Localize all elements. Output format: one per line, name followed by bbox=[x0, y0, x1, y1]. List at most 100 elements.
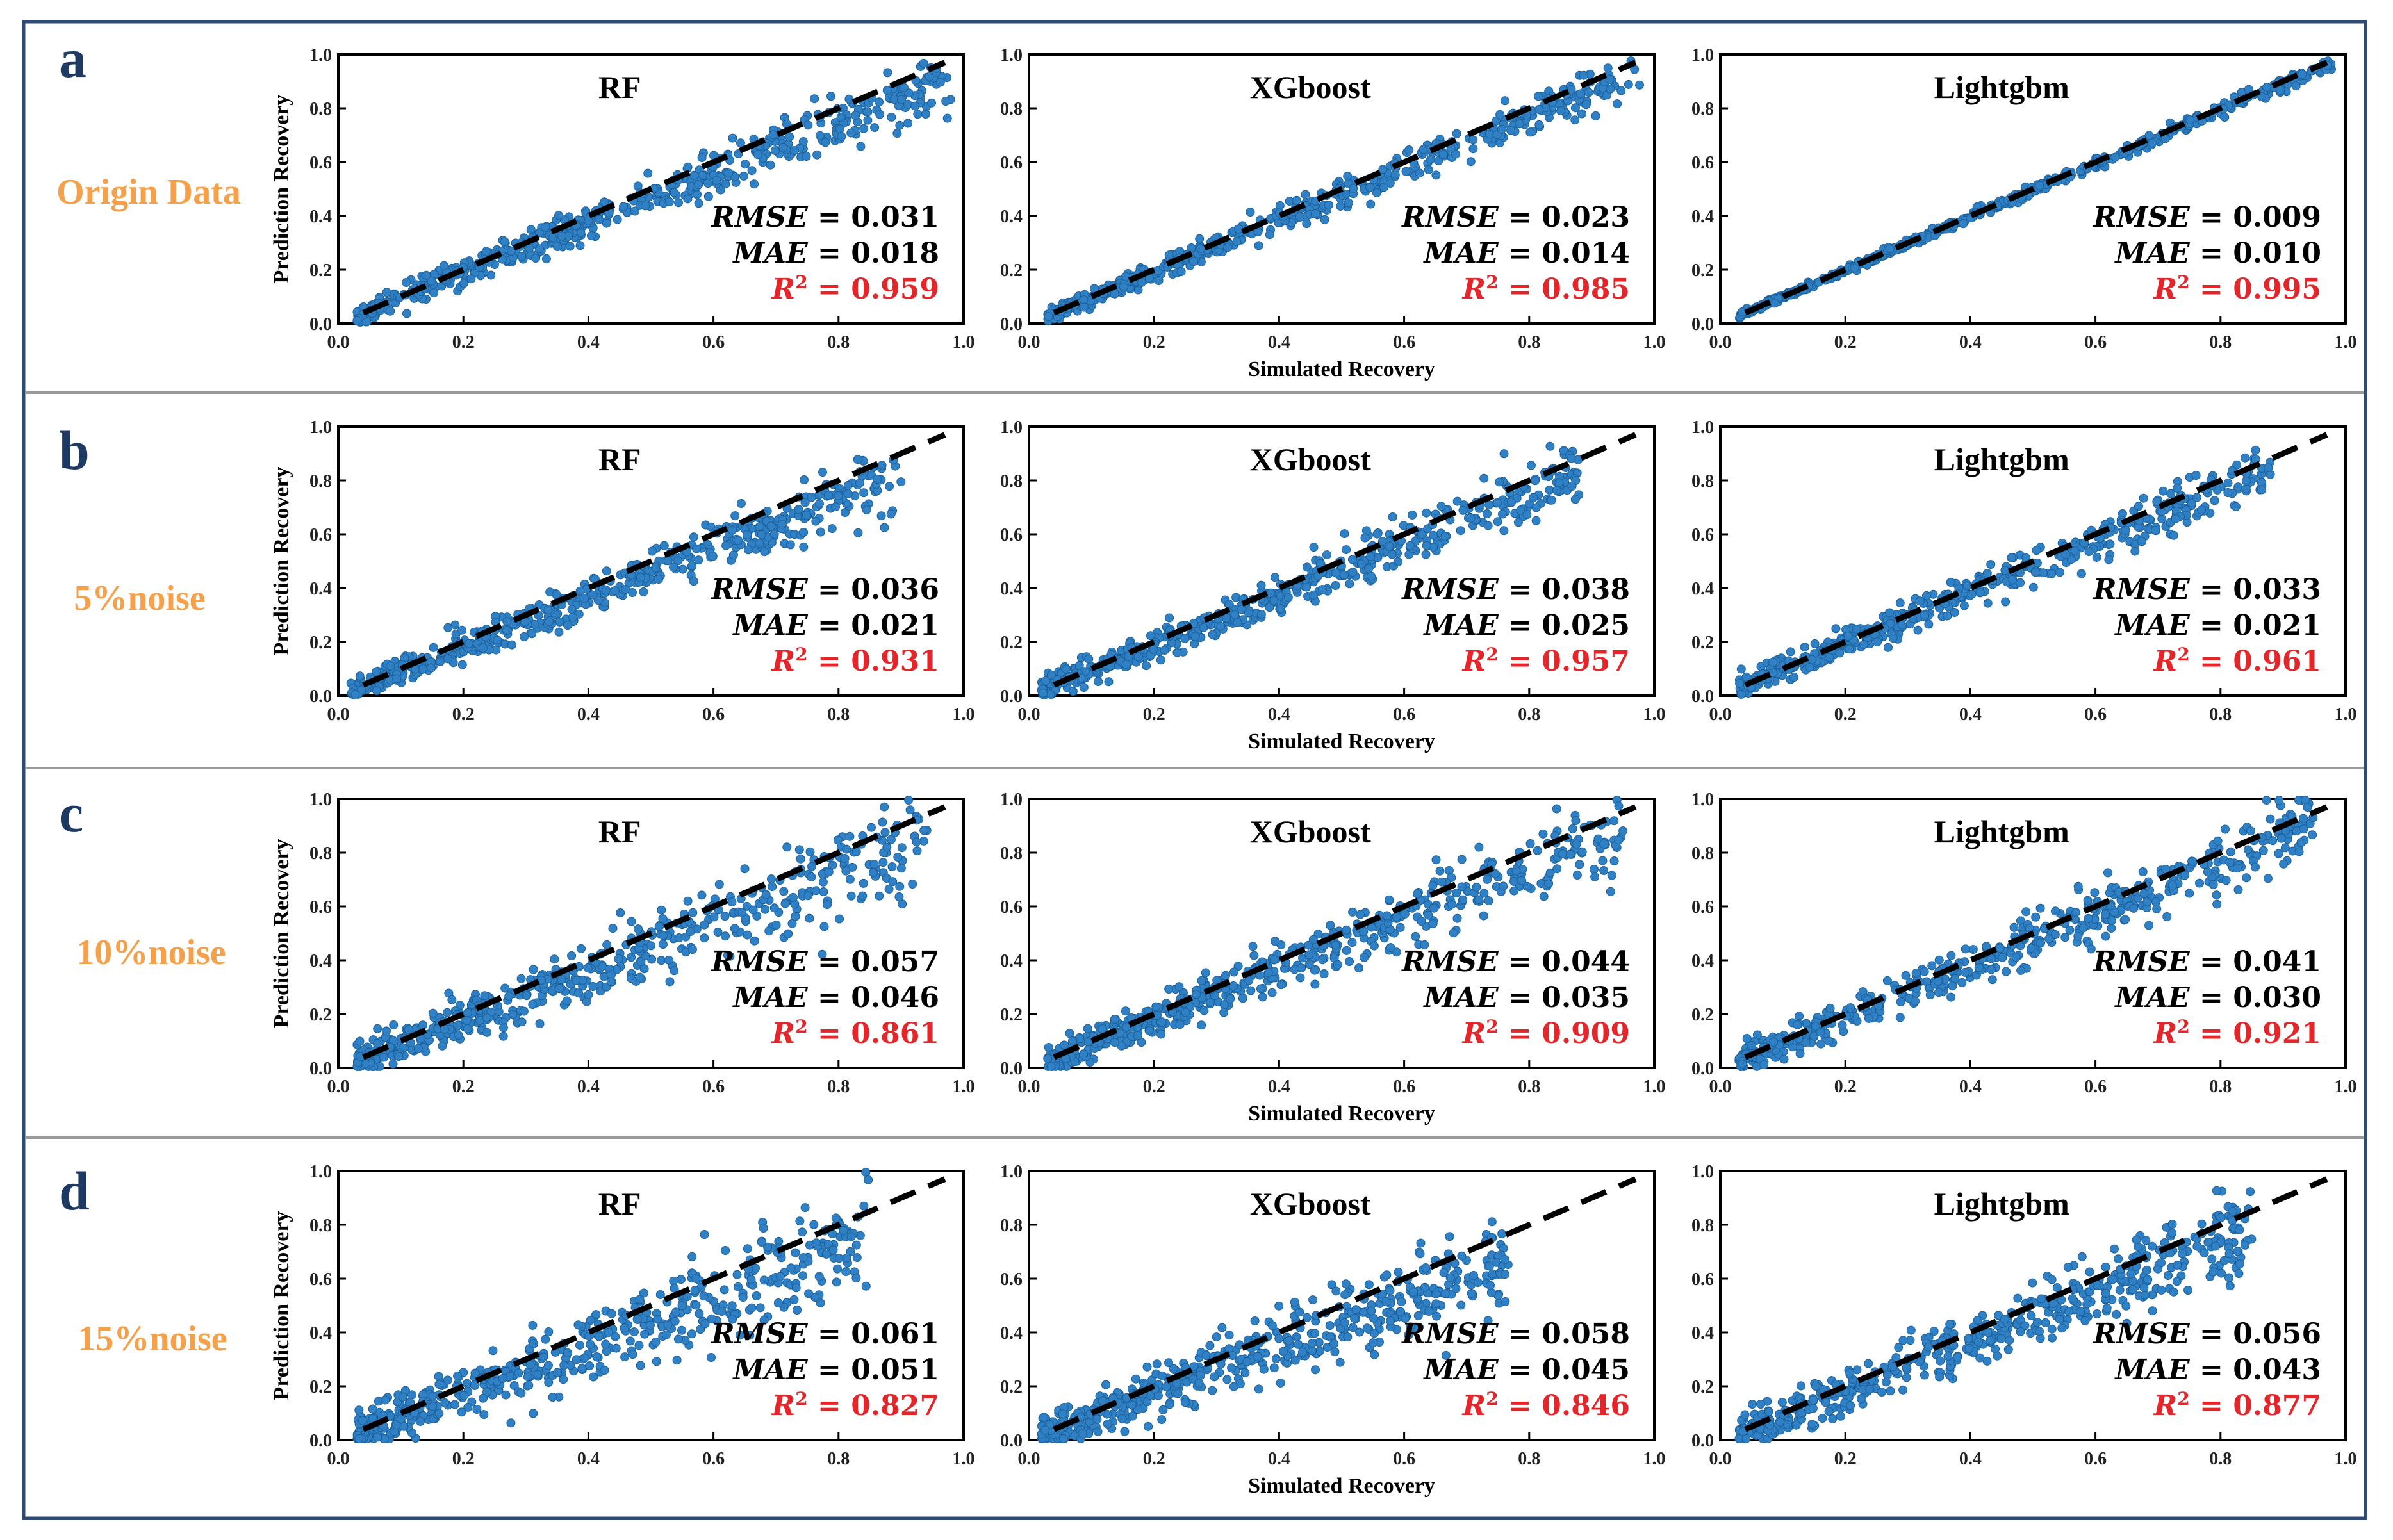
panel-1-xgboost-point-248 bbox=[1404, 145, 1414, 154]
panel-1-rf-point-464 bbox=[785, 132, 794, 142]
panel-2-lightgbm-point-380 bbox=[2016, 578, 2025, 587]
panel-2-rf-point-466 bbox=[733, 536, 743, 545]
panel-2-rf-point-136 bbox=[886, 509, 896, 519]
panel-2-lightgbm-point-489 bbox=[2000, 566, 2010, 575]
panel-3-lightgbm-point-512 bbox=[2299, 824, 2308, 834]
panel-3-rf-point-67 bbox=[688, 908, 698, 917]
panel-3-rf-point-436 bbox=[771, 921, 781, 930]
panel-3-xgboost-xtick-label-0: 0.0 bbox=[1018, 1077, 1040, 1097]
panel-1-xgboost-xtick-label-0: 0.0 bbox=[1018, 332, 1040, 352]
panel-3-rf-point-279 bbox=[897, 843, 907, 853]
panel-3-lightgbm-point-496 bbox=[1987, 965, 1996, 974]
panel-3-xgboost-point-294 bbox=[1417, 917, 1426, 926]
panel-1-xgboost-point-513 bbox=[1295, 212, 1304, 222]
panel-3-lightgbm-xtick-label-2: 0.4 bbox=[1959, 1077, 1982, 1097]
panel-1-rf-rmse: RMSE = 0.031 bbox=[710, 201, 939, 234]
panel-3-lightgbm-point-315 bbox=[1957, 978, 1967, 987]
panel-1-rf-point-309 bbox=[736, 138, 745, 148]
panel-2-xgboost-ytick-label-1: 0.2 bbox=[1000, 633, 1023, 653]
panel-3-lightgbm-point-171 bbox=[2226, 847, 2235, 856]
panel-2-rf-xtick-label-0: 0.0 bbox=[327, 705, 350, 725]
row-letter-b: b bbox=[59, 420, 90, 481]
panel-2-xgboost-point-257 bbox=[1360, 533, 1370, 543]
panel-1-rf-point-291 bbox=[895, 120, 905, 130]
panel-3-lightgbm-point-402 bbox=[1911, 996, 1920, 1006]
panel-3-lightgbm-point-81 bbox=[2051, 906, 2060, 916]
panel-3-rf-point-298 bbox=[919, 826, 929, 835]
panel-2-xgboost-point-404 bbox=[1372, 529, 1382, 539]
panel-2-rf-point-493 bbox=[636, 573, 645, 582]
panel-3-xgboost-point-507 bbox=[1411, 931, 1420, 941]
panel-3-rf-point-393 bbox=[811, 886, 821, 896]
panel-2-xgboost-xtick-label-2: 0.4 bbox=[1268, 705, 1290, 725]
row-letter-c: c bbox=[59, 782, 83, 844]
panel-2-lightgbm-point-401 bbox=[2038, 568, 2048, 578]
panel-1-rf-point-477 bbox=[440, 261, 449, 270]
panel-1-lightgbm-xtick-label-2: 0.4 bbox=[1959, 332, 1982, 352]
panel-1-rf-point-358 bbox=[427, 276, 436, 286]
panel-3-lightgbm-point-195 bbox=[2185, 889, 2194, 898]
panel-3-rf-point-493 bbox=[912, 837, 921, 847]
panel-1-xgboost-point-318 bbox=[1385, 179, 1395, 188]
panel-2-rf-xtick-label-3: 0.6 bbox=[702, 705, 725, 725]
panel-2-rf-point-267 bbox=[563, 621, 572, 630]
panel-2-rf-point-393 bbox=[436, 657, 445, 666]
panel-1-lightgbm-ytick-label-1: 0.2 bbox=[1691, 261, 1714, 281]
panel-1-xgboost-point-459 bbox=[1232, 237, 1242, 247]
panel-1-lightgbm-point-385 bbox=[2110, 152, 2120, 162]
panel-1-xgboost-point-472 bbox=[1310, 209, 1320, 218]
panel-2-lightgbm-point-404 bbox=[1924, 619, 1934, 629]
panel-2-xgboost-point-474 bbox=[1146, 631, 1155, 641]
panel-1-rf-point-465 bbox=[541, 254, 551, 263]
panel-3-xgboost-ytick-label-2: 0.4 bbox=[1000, 951, 1023, 971]
panel-3-rf-point-262 bbox=[567, 951, 577, 960]
panel-2-rf-point-478 bbox=[831, 502, 840, 512]
panel-3-lightgbm-point-214 bbox=[1968, 945, 1978, 954]
panel-1-rf-ytick-label-2: 0.4 bbox=[309, 207, 332, 227]
panel-1-xgboost-point-181 bbox=[1419, 145, 1428, 154]
panel-1-rf-point-461 bbox=[531, 254, 541, 263]
panel-3-xgboost-rmse: RMSE = 0.044 bbox=[1401, 946, 1630, 978]
panel-2-rf-point-227 bbox=[736, 499, 746, 508]
panel-1-rf-point-425 bbox=[422, 270, 431, 280]
panel-3-rf-point-310 bbox=[700, 933, 709, 943]
panel-3-rf-point-316 bbox=[767, 874, 776, 884]
panel-2-rf-point-212 bbox=[885, 482, 894, 491]
panel-2-xgboost-ytick-label-2: 0.4 bbox=[1000, 579, 1023, 599]
panel-2-lightgbm-point-211 bbox=[2241, 453, 2250, 463]
panel-2-rf-point-343 bbox=[816, 527, 825, 537]
panel-3-rf-point-246 bbox=[769, 903, 779, 913]
panel-3-xgboost-point-408 bbox=[1452, 913, 1462, 923]
panel-1-xgboost-point-73 bbox=[1570, 115, 1580, 125]
panel-3-lightgbm-point-59 bbox=[1895, 1013, 1905, 1022]
panel-2-xgboost-point-243 bbox=[1499, 526, 1509, 536]
panel-1-lightgbm-point-392 bbox=[2220, 113, 2230, 122]
panel-3-lightgbm-point-511 bbox=[2071, 908, 2081, 917]
panel-2-xgboost-point-322 bbox=[1364, 564, 1374, 573]
panel-2-lightgbm-point-471 bbox=[2121, 525, 2130, 535]
panel-1-rf-ytick-label-0: 0.0 bbox=[309, 315, 332, 334]
panel-1-rf-point-327 bbox=[812, 150, 822, 160]
panel-1-rf-point-471 bbox=[517, 252, 527, 261]
panel-2-lightgbm-point-463 bbox=[2171, 514, 2180, 523]
row-label-3: 10%noise bbox=[76, 933, 226, 972]
panel-1-rf-point-113 bbox=[703, 192, 713, 201]
panel-2-xgboost-title: XGboost bbox=[1250, 441, 1371, 477]
panel-3-lightgbm-point-269 bbox=[2212, 899, 2222, 909]
panel-2-rf-point-273 bbox=[876, 511, 886, 521]
panel-3-xgboost-point-306 bbox=[1413, 889, 1422, 899]
panel-1-rf-xtick-label-2: 0.4 bbox=[577, 332, 600, 352]
panel-3-lightgbm-rmse: RMSE = 0.041 bbox=[2092, 946, 2321, 978]
panel-2-lightgbm-point-355 bbox=[2007, 553, 2016, 562]
panel-2-lightgbm-mae: MAE = 0.021 bbox=[2114, 609, 2321, 642]
panel-3-xgboost-point-512 bbox=[1267, 988, 1277, 997]
panel-1-xgboost-point-320 bbox=[1591, 111, 1600, 120]
panel-3-xgboost-point-416 bbox=[1428, 881, 1438, 890]
panel-3-rf-point-206 bbox=[664, 955, 673, 965]
panel-3-rf-point-9 bbox=[768, 882, 777, 892]
panel-3-lightgbm-point-420 bbox=[1793, 1020, 1802, 1029]
panel-2-xgboost-point-392 bbox=[1309, 543, 1319, 552]
panel-1-rf-point-383 bbox=[541, 222, 550, 232]
panel-3-rf-ytick-label-1: 0.2 bbox=[309, 1005, 332, 1025]
panel-1-rf-point-415 bbox=[778, 143, 788, 152]
